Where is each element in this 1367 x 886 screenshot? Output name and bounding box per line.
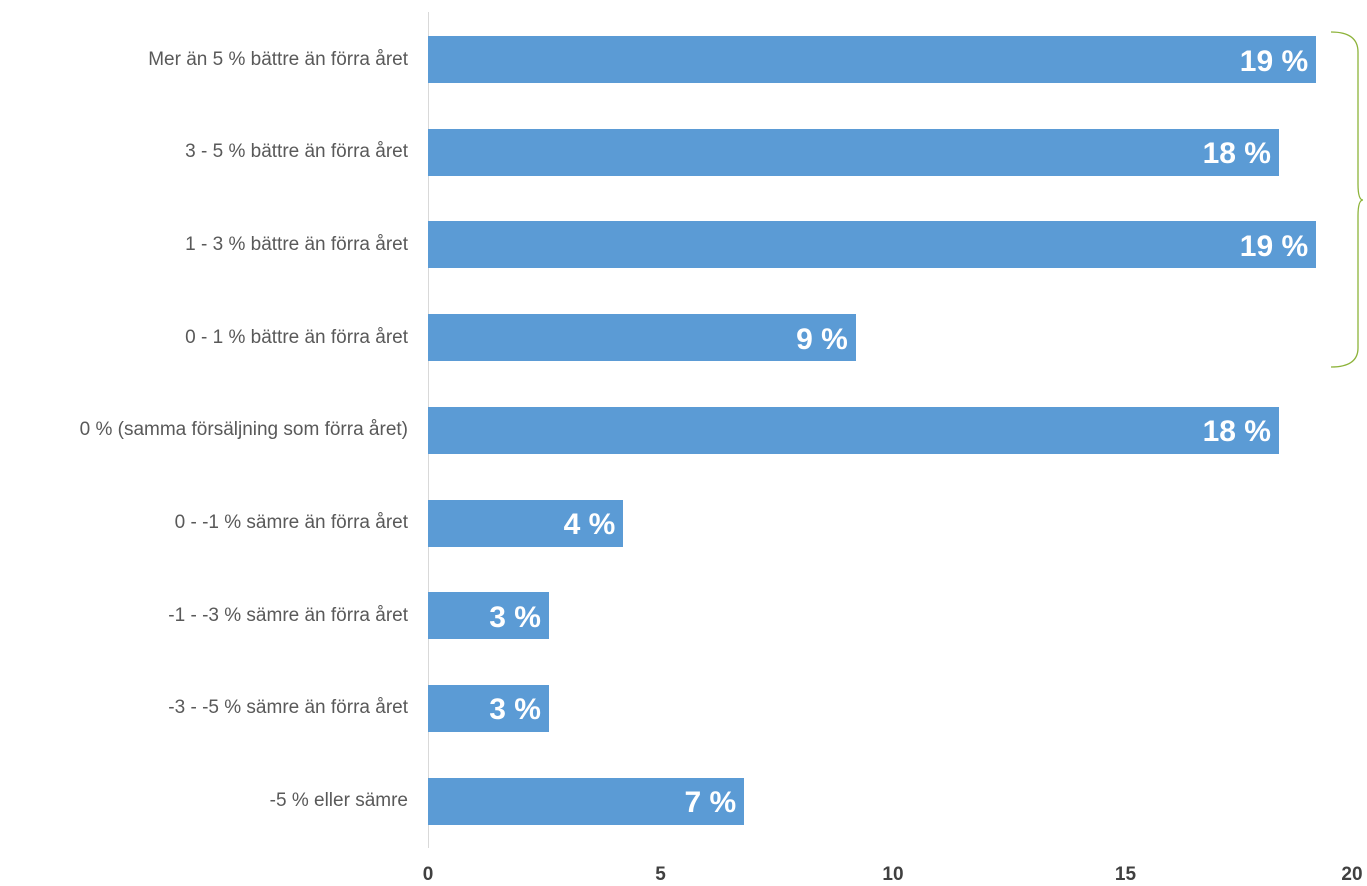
data-label: 19 % xyxy=(1239,44,1309,78)
data-label: 3 % xyxy=(489,600,541,634)
tick-label: 0 xyxy=(422,864,434,885)
category-label: 0 % (samma försäljning som förra året) xyxy=(79,419,408,441)
tick-label: 15 xyxy=(1114,864,1137,885)
data-label: 18 % xyxy=(1202,415,1271,449)
category-label: -3 - -5 % sämre än förra året xyxy=(168,697,408,719)
tick-label: 5 xyxy=(655,864,666,885)
bar xyxy=(428,406,1279,454)
bar xyxy=(428,777,745,825)
data-label: 19 % xyxy=(1239,229,1309,263)
category-label: Mer än 5 % bättre än förra året xyxy=(148,48,408,70)
category-label: 0 - -1 % sämre än förra året xyxy=(174,512,408,533)
category-label: 3 - 5 % bättre än förra året xyxy=(185,141,408,163)
tick-label: 10 xyxy=(882,864,904,885)
category-label: -5 % eller sämre xyxy=(269,790,408,812)
tick-label: 20 xyxy=(1341,864,1363,885)
data-label: 4 % xyxy=(563,508,616,541)
data-label: 18 % xyxy=(1202,137,1271,171)
bar xyxy=(428,36,1317,83)
positive-group-bracket xyxy=(1330,31,1364,368)
data-label: 7 % xyxy=(684,786,737,820)
data-label: 9 % xyxy=(796,322,848,356)
bar xyxy=(428,592,549,640)
bar xyxy=(428,314,856,362)
data-label: 3 % xyxy=(489,693,541,727)
bar xyxy=(428,684,549,732)
category-label: 1 - 3 % bättre än förra året xyxy=(185,233,408,255)
bar xyxy=(428,499,624,547)
bar xyxy=(428,128,1279,176)
category-label: 0 - 1 % bättre än förra året xyxy=(185,326,408,348)
bar xyxy=(428,221,1317,269)
category-label: -1 - -3 % sämre än förra året xyxy=(168,604,408,626)
